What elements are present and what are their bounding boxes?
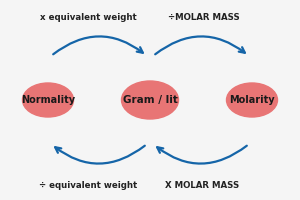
Circle shape — [22, 83, 74, 117]
Text: ÷MOLAR MASS: ÷MOLAR MASS — [168, 14, 240, 22]
Text: Normality: Normality — [21, 95, 75, 105]
Text: Gram / lit: Gram / lit — [123, 95, 177, 105]
Circle shape — [122, 81, 178, 119]
Text: X MOLAR MASS: X MOLAR MASS — [165, 182, 240, 190]
Text: ÷ equivalent weight: ÷ equivalent weight — [39, 182, 138, 190]
Circle shape — [226, 83, 278, 117]
Text: Molarity: Molarity — [229, 95, 275, 105]
Text: x equivalent weight: x equivalent weight — [40, 14, 137, 22]
